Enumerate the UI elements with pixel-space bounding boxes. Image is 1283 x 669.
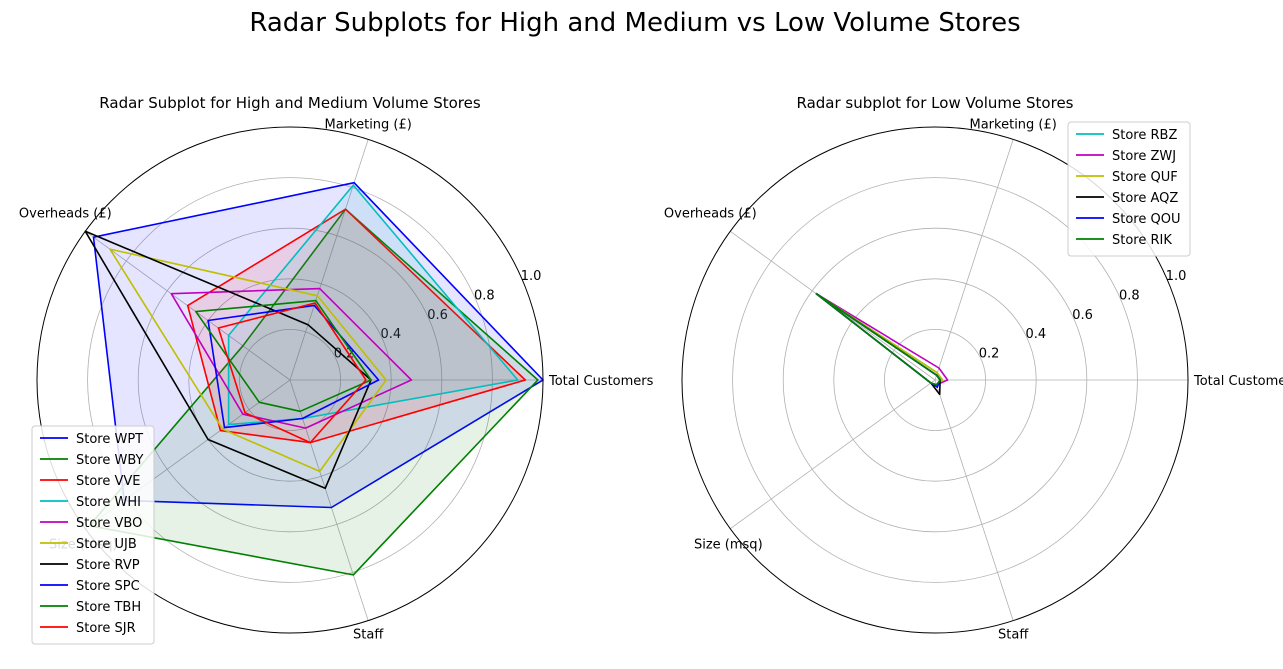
axis-label-overheads: Overheads (£): [664, 206, 757, 221]
series-line: [92, 181, 544, 509]
series-store-rvp: [84, 230, 372, 490]
axis-label-size-msq: Size (msq): [694, 538, 763, 553]
chart-title: Radar Subplot for High and Medium Volume…: [99, 94, 481, 112]
radial-tick-label: 0.8: [1119, 288, 1140, 303]
legend-entry: Store QOU: [1112, 212, 1180, 227]
polar-frame: [681, 126, 1189, 634]
series-line: [217, 302, 367, 444]
series-store-sjr: [217, 302, 367, 444]
axis-label-total-customers: Total Customers: [1193, 374, 1283, 389]
legend-entry: Store RBZ: [1112, 128, 1177, 143]
axis-label-overheads: Overheads (£): [19, 206, 112, 221]
legend-entry: Store VVE: [76, 474, 141, 489]
legend-entry: Store RVP: [76, 558, 140, 573]
axis-label-total-customers: Total Customers: [548, 374, 654, 389]
series-line: [88, 208, 539, 576]
axis-spoke: [289, 139, 369, 381]
axis-label-staff: Staff: [998, 628, 1029, 643]
series-store-rik: [815, 292, 941, 386]
legend: Store RBZ Store ZWJ Store QUF Store AQZ Stor…: [1067, 121, 1191, 257]
radial-tick-label: 1.0: [521, 269, 542, 284]
axis-label-marketing: Marketing (£): [970, 117, 1057, 132]
series-store-wby: [88, 208, 539, 576]
legend-entry: Store QUF: [1112, 170, 1178, 185]
legend-entry: Store UJB: [76, 537, 137, 552]
radial-tick-label: 0.2: [979, 347, 1000, 362]
series-area: [89, 209, 538, 575]
radial-tick-label: 0.2: [334, 347, 355, 362]
axis-spoke: [934, 379, 1014, 621]
series-store-vbo: [170, 287, 413, 429]
axis-spoke: [730, 379, 936, 530]
series-store-wpt: [92, 181, 544, 509]
radial-tick-label: 0.4: [381, 327, 402, 342]
series-store-ujb: [109, 248, 387, 473]
legend-entry: Store WBY: [76, 453, 144, 468]
polar-frame: [36, 126, 544, 634]
axis-spoke: [934, 139, 1014, 381]
axis-label-marketing: Marketing (£): [325, 117, 412, 132]
legend-entry: Store ZWJ: [1112, 149, 1176, 164]
radial-tick-label: 0.8: [474, 288, 495, 303]
figure-title: Radar Subplots for High and Medium vs Lo…: [249, 8, 1020, 38]
series-line: [170, 287, 413, 429]
radial-tick-label: 0.6: [1072, 308, 1093, 323]
series-line: [815, 292, 941, 386]
legend-entry: Store AQZ: [1112, 191, 1178, 206]
chart-title: Radar subplot for Low Volume Stores: [796, 94, 1073, 112]
legend-entry: Store SJR: [76, 621, 136, 636]
series-area: [93, 182, 543, 508]
series-area: [228, 185, 518, 425]
series-line: [109, 248, 387, 473]
legend-entry: Store WHI: [76, 495, 141, 510]
radial-tick-label: 0.6: [427, 308, 448, 323]
radial-tick-label: 1.0: [1166, 269, 1187, 284]
radar-chart-high-medium: Radar Subplot for High and Medium Volume…: [19, 94, 654, 645]
legend-entry: Store VBO: [76, 516, 142, 531]
axis-label-staff: Staff: [353, 628, 384, 643]
radar-chart-low: Radar subplot for Low Volume Stores 0.2 0.…: [664, 94, 1283, 643]
series-line: [186, 208, 527, 444]
series-line: [84, 230, 372, 490]
legend-entry: Store WPT: [76, 432, 143, 447]
legend-entry: Store RIK: [1112, 233, 1172, 248]
axis-spoke: [289, 379, 369, 621]
radial-tick-label: 0.4: [1026, 327, 1047, 342]
legend-entry: Store SPC: [76, 579, 140, 594]
legend: Store WPT Store WBY Store VVE Store WHI Stor…: [31, 425, 155, 645]
legend-entry: Store TBH: [76, 600, 141, 615]
